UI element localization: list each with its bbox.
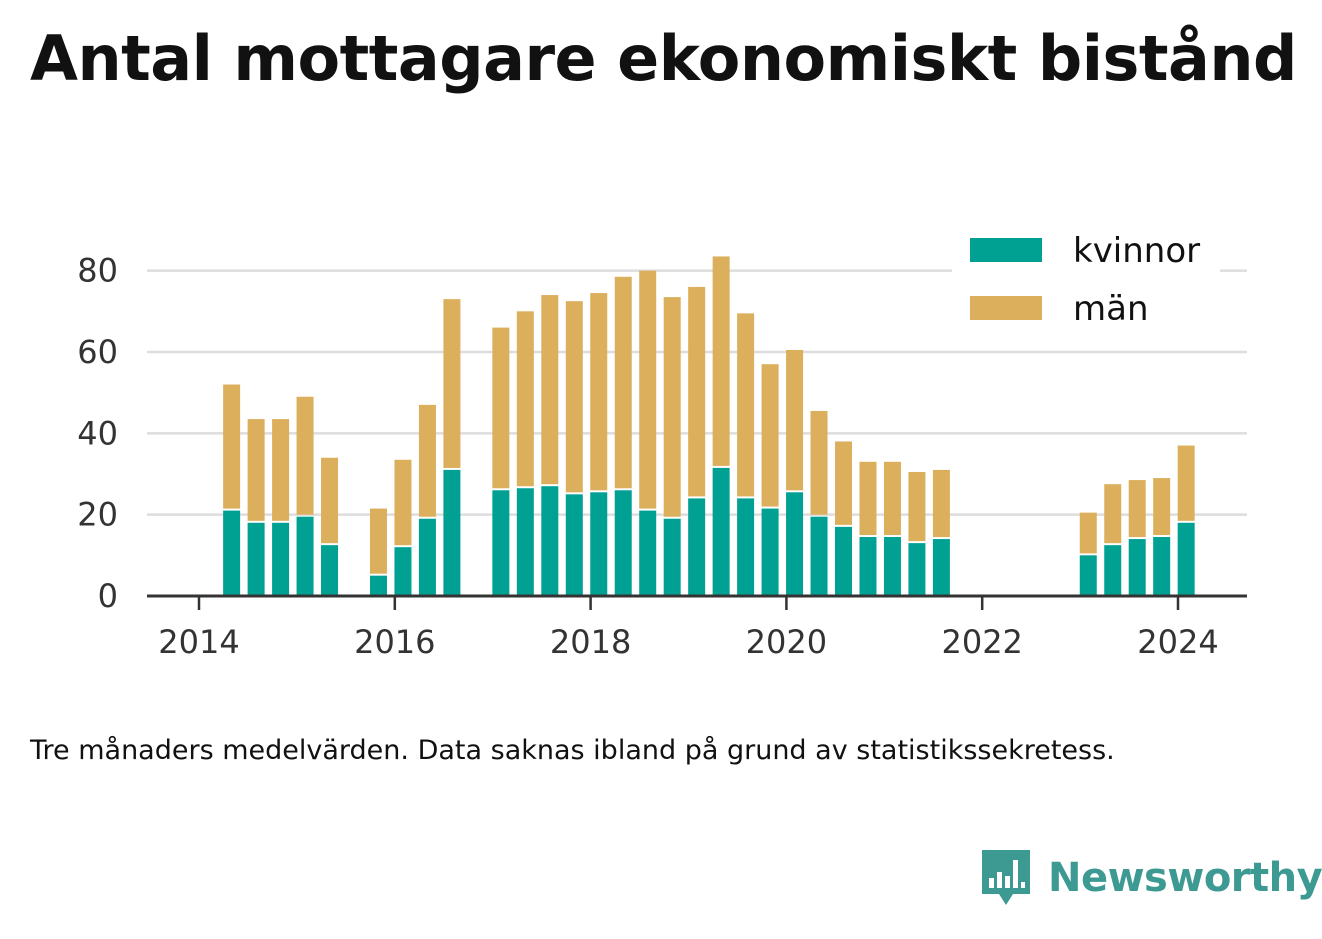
bar-kvinnor xyxy=(369,575,387,596)
bar-kvinnor xyxy=(688,498,706,596)
bar-man xyxy=(369,508,387,574)
bar-kvinnor xyxy=(1079,555,1097,596)
bar-kvinnor xyxy=(565,494,583,596)
bar-kvinnor xyxy=(859,537,877,596)
bar-kvinnor xyxy=(614,490,632,596)
bar-man xyxy=(492,327,510,489)
bar-man xyxy=(565,301,583,493)
chart-title: Antal mottagare ekonomiskt bistånd xyxy=(30,22,1297,95)
bar-man xyxy=(639,270,657,509)
bar-man xyxy=(737,313,755,497)
bar-kvinnor xyxy=(908,543,926,596)
x-axis: 2014 2016 2018 2020 2022 2024 xyxy=(158,596,1219,661)
x-tick-label: 2020 xyxy=(746,623,827,661)
bar-man xyxy=(1128,480,1146,538)
bar-man xyxy=(418,404,436,517)
y-tick-label: 0 xyxy=(98,577,118,615)
bar-kvinnor xyxy=(418,518,436,596)
bar-man xyxy=(443,299,461,468)
bar-man xyxy=(810,410,828,515)
bar-kvinnor xyxy=(223,510,241,596)
chart-caption: Tre månaders medelvärden. Data saknas ib… xyxy=(30,735,1115,766)
bar-man xyxy=(590,293,608,491)
bar-kvinnor xyxy=(835,526,853,596)
bar-man xyxy=(1177,445,1195,521)
bar-kvinnor xyxy=(663,518,681,596)
bar-man xyxy=(1104,484,1122,544)
bar-man xyxy=(761,364,779,507)
bar-kvinnor xyxy=(516,488,534,596)
bar-kvinnor xyxy=(1153,537,1171,596)
bar-man xyxy=(223,384,241,509)
y-tick-label: 80 xyxy=(77,252,118,290)
bar-man xyxy=(247,419,265,521)
x-tick-label: 2018 xyxy=(550,623,631,661)
bar-man xyxy=(859,461,877,536)
bar-man xyxy=(786,349,804,491)
bar-kvinnor xyxy=(712,467,730,596)
y-axis: 0 20 40 60 80 xyxy=(77,252,118,615)
legend: kvinnor män xyxy=(952,226,1220,344)
bar-man xyxy=(688,286,706,497)
y-tick-label: 60 xyxy=(77,333,118,371)
bar-kvinnor xyxy=(394,547,412,596)
bar-man xyxy=(835,441,853,525)
bar-kvinnor xyxy=(737,498,755,596)
bar-kvinnor xyxy=(1128,539,1146,596)
bar-kvinnor xyxy=(883,537,901,596)
legend-label: män xyxy=(1073,289,1149,329)
bar-kvinnor xyxy=(590,492,608,596)
x-tick-label: 2024 xyxy=(1137,623,1218,661)
bar-kvinnor xyxy=(1104,545,1122,596)
bar-kvinnor xyxy=(247,522,265,596)
brand-name: Newsworthy xyxy=(1048,855,1322,901)
bar-man xyxy=(394,459,412,546)
legend-swatch xyxy=(970,296,1042,320)
bar-kvinnor xyxy=(1177,522,1195,596)
bar-kvinnor xyxy=(272,522,290,596)
legend-swatch xyxy=(970,238,1042,262)
bar-man xyxy=(712,256,730,466)
bar-man xyxy=(541,295,559,485)
bar-kvinnor xyxy=(639,510,657,596)
bar-man xyxy=(883,461,901,536)
y-tick-label: 20 xyxy=(77,496,118,534)
bar-man xyxy=(272,419,290,521)
y-tick-label: 40 xyxy=(77,414,118,452)
x-tick-label: 2022 xyxy=(941,623,1022,661)
bars-group xyxy=(223,256,1195,596)
bar-man xyxy=(321,457,339,544)
bar-man xyxy=(1079,512,1097,554)
x-tick-label: 2014 xyxy=(158,623,239,661)
bar-kvinnor xyxy=(296,516,314,596)
x-tick-label: 2016 xyxy=(354,623,435,661)
bar-kvinnor xyxy=(541,486,559,596)
bar-kvinnor xyxy=(786,492,804,596)
bar-chart-icon xyxy=(982,850,1030,905)
bar-kvinnor xyxy=(443,469,461,596)
bar-man xyxy=(296,396,314,515)
legend-label: kvinnor xyxy=(1073,231,1200,271)
bar-man xyxy=(908,471,926,542)
bar-man xyxy=(663,297,681,517)
bar-kvinnor xyxy=(810,516,828,596)
bar-man xyxy=(614,276,632,489)
bar-kvinnor xyxy=(761,508,779,596)
bar-kvinnor xyxy=(321,545,339,596)
bar-kvinnor xyxy=(932,539,950,596)
bar-man xyxy=(1153,478,1171,536)
bar-man xyxy=(516,311,534,487)
bar-kvinnor xyxy=(492,490,510,596)
bar-man xyxy=(932,469,950,538)
stacked-bar-chart: 2014 2016 2018 2020 2022 2024 0 20 40 60 80 kvinn… xyxy=(77,226,1247,661)
brand-logo: Newsworthy xyxy=(980,848,1322,908)
